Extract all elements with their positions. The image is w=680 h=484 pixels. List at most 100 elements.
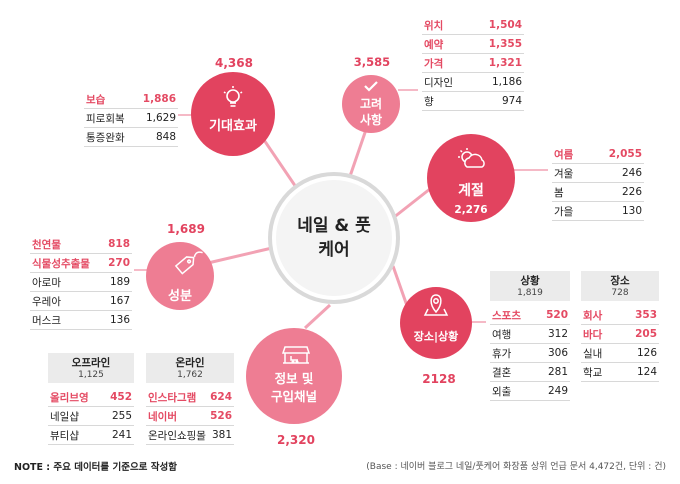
table-row: 머스크 136 <box>30 311 132 330</box>
row-label: 온라인쇼핑몰 <box>148 429 206 442</box>
node-consider: 고려 사항 3,585 <box>342 55 400 133</box>
row-label: 식물성추출물 <box>32 257 90 270</box>
table-situation-total: 1,819 <box>517 288 543 298</box>
row-label: 네일샵 <box>50 410 79 423</box>
node-purchase-line2: 구입채널 <box>271 389 317 404</box>
table-online-title: 온라인 <box>175 357 205 369</box>
table-consider: 위치 1,504 예약 1,355 가격 1,321 디자인 1,186 향 974 <box>422 16 524 111</box>
node-ingredient-label: 성분 <box>168 289 192 304</box>
table-offline-body: 올리브영 452 네일샵 255 뷰티샵 241 <box>48 388 134 445</box>
center-node: 네일 & 풋 케어 <box>268 172 400 304</box>
lightbulb-icon <box>223 86 243 107</box>
table-row: 가격 1,321 <box>422 54 524 73</box>
row-value: 249 <box>547 385 568 397</box>
table-row: 피로회복 1,629 <box>84 109 178 128</box>
center-title-line2: 케어 <box>318 240 349 260</box>
row-label: 예약 <box>424 38 444 51</box>
row-value: 2,055 <box>608 148 642 160</box>
row-value: 255 <box>111 410 132 422</box>
row-value: 241 <box>111 429 132 441</box>
table-row: 스포츠 520 <box>490 306 570 325</box>
table-row: 봄 226 <box>552 183 644 202</box>
spoke-ingredient <box>207 246 273 265</box>
table-row: 보습 1,886 <box>84 90 178 109</box>
table-row: 식물성추출물 270 <box>30 254 132 273</box>
table-row: 올리브영 452 <box>48 388 134 407</box>
row-label: 올리브영 <box>50 391 89 404</box>
row-label: 통증완화 <box>86 131 125 144</box>
row-value: 520 <box>546 309 568 321</box>
row-value: 353 <box>635 309 657 321</box>
center-title-line1: 네일 & 풋 <box>297 216 371 236</box>
table-situation-header: 상황 1,819 <box>490 271 570 301</box>
row-label: 보습 <box>86 93 106 106</box>
row-label: 피로회복 <box>86 112 125 125</box>
row-value: 312 <box>547 328 568 340</box>
table-row: 휴가 306 <box>490 344 570 363</box>
table-row: 우레아 167 <box>30 292 132 311</box>
table-ingredient: 천연물 818 식물성추출물 270 아로마 189 우레아 167 머스크 136 <box>30 235 132 330</box>
row-value: 270 <box>108 257 130 269</box>
node-place-circle <box>400 287 472 359</box>
table-row: 겨울 246 <box>552 164 644 183</box>
row-value: 452 <box>110 391 132 403</box>
row-label: 향 <box>424 95 434 108</box>
row-value: 848 <box>155 131 176 143</box>
row-value: 381 <box>211 429 232 441</box>
table-row: 예약 1,355 <box>422 35 524 54</box>
table-row: 온라인쇼핑몰 381 <box>146 426 234 445</box>
row-value: 1,504 <box>488 19 522 31</box>
table-row: 위치 1,504 <box>422 16 524 35</box>
row-value: 1,629 <box>145 112 176 124</box>
node-season-label: 계절 <box>458 183 484 199</box>
row-label: 아로마 <box>32 276 61 289</box>
shop-icon <box>281 346 311 364</box>
row-label: 네이버 <box>148 410 177 423</box>
table-offline: 오프라인 1,125 올리브영 452 네일샵 255 뷰티샵 241 <box>48 353 134 445</box>
node-consider-total: 3,585 <box>354 55 390 69</box>
row-value: 205 <box>635 328 657 340</box>
row-label: 인스타그램 <box>148 391 197 404</box>
weather-icon <box>458 148 485 168</box>
row-value: 1,355 <box>488 38 522 50</box>
table-location-body: 회사 353 바다 205 실내 126 학교 124 <box>581 306 659 382</box>
tag-icon <box>174 251 203 275</box>
map-pin-icon <box>423 294 449 316</box>
row-label: 실내 <box>583 347 603 360</box>
footer-note: NOTE : 주요 데이터를 기준으로 작성함 <box>14 462 177 473</box>
node-purchase: 정보 및 구입채널 2,320 <box>246 328 342 447</box>
table-offline-title: 오프라인 <box>71 357 111 369</box>
table-online-header: 온라인 1,762 <box>146 353 234 383</box>
table-location-title: 장소 <box>610 275 630 287</box>
node-purchase-total: 2,320 <box>277 433 315 447</box>
node-consider-line2: 사항 <box>360 112 382 127</box>
row-label: 봄 <box>554 186 564 199</box>
node-purchase-line1: 정보 및 <box>275 371 314 386</box>
row-label: 여행 <box>492 328 512 341</box>
footer-base: (Base : 네이버 블로그 네일/풋케어 화장품 상위 언급 문서 4,47… <box>366 462 666 472</box>
row-value: 1,186 <box>491 76 522 88</box>
node-consider-circle <box>342 75 400 133</box>
node-place-total: 2128 <box>422 372 455 386</box>
table-row: 학교 124 <box>581 363 659 382</box>
node-ingredient-total: 1,689 <box>167 222 205 236</box>
row-value: 126 <box>636 347 657 359</box>
table-row: 여름 2,055 <box>552 145 644 164</box>
node-effect-label: 기대효과 <box>209 119 257 134</box>
row-value: 226 <box>621 186 642 198</box>
row-label: 뷰티샵 <box>50 429 79 442</box>
table-location: 장소 728 회사 353 바다 205 실내 126 학교 124 <box>581 271 659 382</box>
row-value: 974 <box>501 95 522 107</box>
row-value: 306 <box>547 347 568 359</box>
table-location-header: 장소 728 <box>581 271 659 301</box>
node-effect: 기대효과 4,368 <box>191 56 275 156</box>
row-label: 가을 <box>554 205 574 218</box>
table-row: 디자인 1,186 <box>422 73 524 92</box>
row-label: 학교 <box>583 366 603 379</box>
row-label: 우레아 <box>32 295 61 308</box>
row-label: 바다 <box>583 328 603 341</box>
row-label: 스포츠 <box>492 309 521 322</box>
row-value: 124 <box>636 366 657 378</box>
row-label: 천연물 <box>32 238 61 251</box>
